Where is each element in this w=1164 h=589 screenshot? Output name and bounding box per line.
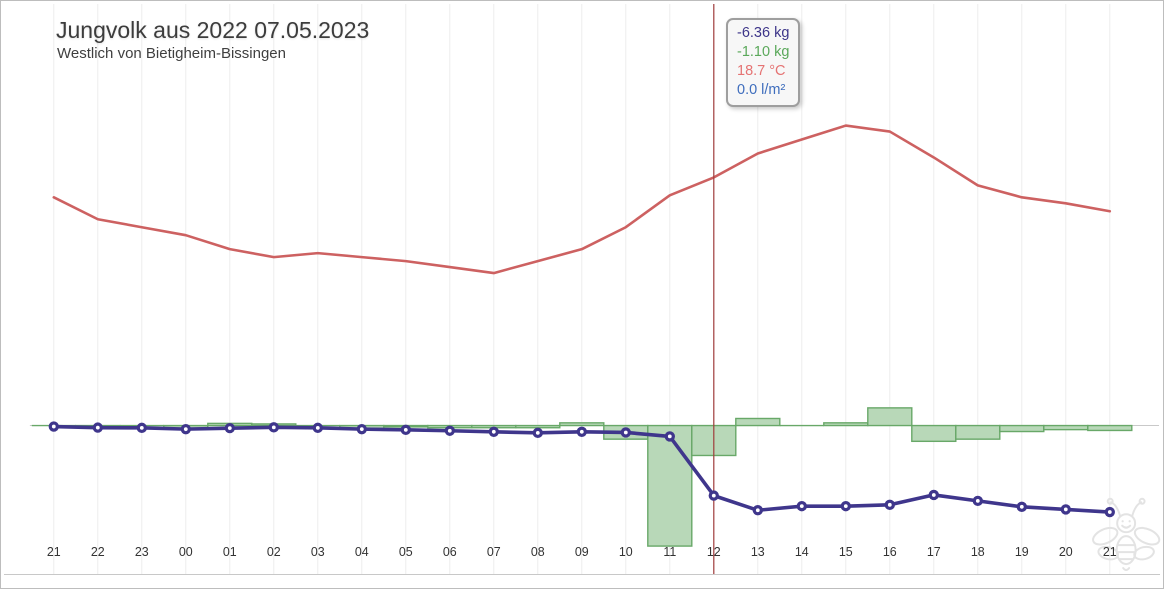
weight-point-marker-center <box>1107 510 1112 514</box>
x-axis-tick-label: 15 <box>839 545 853 559</box>
weight-point-marker-center <box>447 428 452 433</box>
temperature-line <box>52 124 1112 275</box>
weight-point-marker-center <box>931 493 936 497</box>
chart-subtitle: Westlich von Bietigheim-Bissingen <box>57 45 286 62</box>
chart-title: Jungvolk aus 2022 07.05.2023 <box>56 17 370 43</box>
weight-change-bar <box>1043 424 1089 431</box>
weight-point-marker-center <box>51 424 56 429</box>
x-axis-tick-label: 22 <box>91 545 105 559</box>
weight-point-marker-center <box>359 427 364 432</box>
tooltip-temperature-value: 18.7 °C <box>737 63 786 79</box>
value-tooltip: -6.36 kg -1.10 kg 18.7 °C 0.0 l/m² <box>726 18 801 107</box>
x-axis-tick-label: 23 <box>135 545 149 559</box>
weight-point-marker-center <box>1019 504 1024 509</box>
x-axis-tick-label: 03 <box>311 545 325 559</box>
weight-change-bar <box>647 424 693 547</box>
weight-point-marker-center <box>535 430 540 435</box>
x-axis-tick-label: 05 <box>399 545 413 559</box>
weight-point-marker-center <box>623 430 628 435</box>
weight-point-marker-center <box>975 498 980 503</box>
x-axis-tick-label: 20 <box>1059 545 1073 559</box>
weight-change-bar <box>515 424 561 429</box>
weight-point-marker-center <box>491 429 496 434</box>
weight-point-marker-center <box>711 493 716 498</box>
bee-watermark-icon <box>1092 497 1161 572</box>
x-axis-tick-label: 16 <box>883 545 897 559</box>
weight-point-marker-center <box>755 508 760 513</box>
x-axis-tick-label: 12 <box>707 545 721 559</box>
x-axis-tick-label: 04 <box>355 545 369 559</box>
weight-point-marker-center <box>579 429 584 434</box>
tooltip-rain-value: 0.0 l/m² <box>737 82 786 98</box>
weight-point-marker-center <box>403 427 408 432</box>
x-axis-tick-label: 01 <box>223 545 237 559</box>
weight-point-marker-center <box>667 434 672 439</box>
tooltip-weight-total-value: -6.36 kg <box>737 25 790 41</box>
x-axis-tick-label: 11 <box>663 545 676 559</box>
x-axis-tick-label: 18 <box>971 545 985 559</box>
weight-point-marker-center <box>315 425 320 430</box>
x-axis-tick-label: 21 <box>1103 545 1117 559</box>
tooltip-weight-change-value: -1.10 kg <box>737 44 790 60</box>
x-axis-tick-label: 19 <box>1015 545 1029 559</box>
x-axis-tick-label: 14 <box>795 545 809 559</box>
weight-point-marker-center <box>139 425 144 430</box>
weight-change-bar <box>867 407 913 427</box>
weight-change-bar <box>559 422 605 427</box>
weight-point-marker-center <box>271 425 276 430</box>
weight-point-marker-center <box>843 504 848 509</box>
weight-point-markers <box>48 421 1115 518</box>
weight-point-marker-center <box>95 425 100 430</box>
x-axis-tick-label: 09 <box>575 545 589 559</box>
weight-change-bar <box>911 424 957 443</box>
weight-point-marker-center <box>887 502 892 507</box>
weight-point-marker-center <box>227 426 232 431</box>
weight-point-marker-center <box>799 504 804 509</box>
x-axis-tick-label: 13 <box>751 545 765 559</box>
weight-point-marker-center <box>1063 507 1068 512</box>
x-axis-tick-labels: 21 22 23 00 01 02 03 04 05 06 07 08 09 10 11 12 13 14 15 16… <box>47 545 1117 559</box>
weight-change-bar <box>735 417 781 427</box>
x-axis-tick-label: 07 <box>487 545 501 559</box>
x-axis-tick-label: 10 <box>619 545 633 559</box>
weight-point-marker-center <box>183 427 188 432</box>
weight-change-bar <box>823 422 869 427</box>
x-axis-tick-label: 06 <box>443 545 457 559</box>
x-axis-tick-label: 00 <box>179 545 193 559</box>
weight-change-bar <box>999 424 1045 433</box>
gridlines <box>53 3 1111 575</box>
x-axis-tick-label: 02 <box>267 545 281 559</box>
x-axis-tick-label: 21 <box>47 545 61 559</box>
x-axis-tick-label: 08 <box>531 545 545 559</box>
weight-change-bar <box>1087 424 1133 432</box>
weight-change-bar <box>955 424 1001 440</box>
x-axis-tick-label: 17 <box>927 545 941 559</box>
